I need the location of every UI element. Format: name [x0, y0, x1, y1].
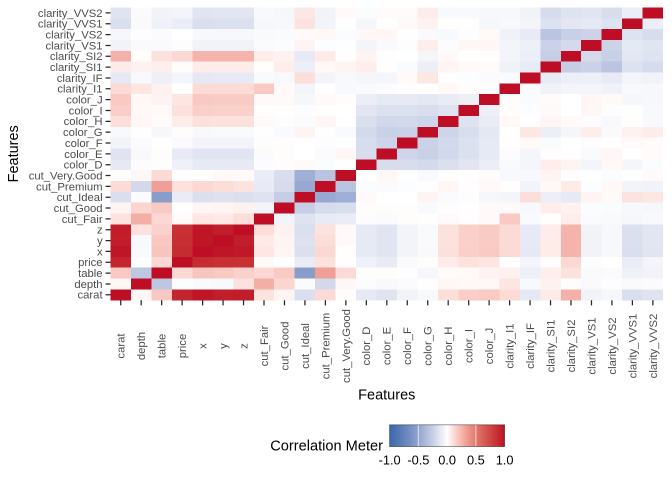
svg-text:x: x — [97, 246, 103, 258]
svg-text:depth: depth — [74, 279, 102, 291]
svg-text:cut_Premium: cut_Premium — [320, 313, 332, 380]
svg-text:color_G: color_G — [423, 326, 435, 366]
svg-text:x: x — [198, 343, 210, 349]
svg-text:clarity_VVS1: clarity_VVS1 — [627, 314, 639, 379]
svg-text:cut_Good: cut_Good — [279, 322, 291, 371]
svg-text:y: y — [218, 343, 230, 349]
svg-text:carat: carat — [77, 290, 103, 302]
svg-text:clarity_I1: clarity_I1 — [57, 84, 102, 96]
svg-text:cut_Very.Good: cut_Very.Good — [341, 309, 353, 383]
svg-text:color_E: color_E — [382, 326, 394, 365]
svg-text:color_J: color_J — [66, 95, 102, 107]
svg-text:clarity_I1: clarity_I1 — [505, 323, 517, 368]
svg-text:color_F: color_F — [402, 327, 414, 365]
svg-text:1.0: 1.0 — [496, 453, 514, 468]
svg-text:Correlation Meter: Correlation Meter — [270, 439, 383, 455]
svg-text:clarity_IF: clarity_IF — [525, 323, 537, 369]
svg-text:clarity_VS1: clarity_VS1 — [586, 317, 598, 374]
svg-text:color_D: color_D — [64, 160, 103, 172]
svg-text:clarity_VS1: clarity_VS1 — [45, 40, 102, 52]
svg-text:price: price — [78, 257, 103, 269]
svg-text:0.5: 0.5 — [467, 453, 485, 468]
svg-text:color_F: color_F — [65, 138, 103, 150]
svg-text:cut_Ideal: cut_Ideal — [57, 192, 103, 204]
svg-text:cut_Very.Good: cut_Very.Good — [29, 170, 103, 182]
svg-text:clarity_VVS1: clarity_VVS1 — [38, 19, 103, 31]
svg-text:Features: Features — [358, 387, 415, 403]
svg-text:carat: carat — [116, 333, 128, 359]
svg-text:table: table — [78, 268, 103, 280]
svg-text:cut_Fair: cut_Fair — [259, 325, 271, 366]
svg-text:clarity_SI1: clarity_SI1 — [50, 62, 103, 74]
svg-text:color_D: color_D — [361, 327, 373, 366]
svg-text:cut_Fair: cut_Fair — [62, 214, 103, 226]
svg-text:clarity_IF: clarity_IF — [57, 73, 103, 85]
svg-text:clarity_VVS2: clarity_VVS2 — [648, 314, 660, 379]
svg-text:cut_Premium: cut_Premium — [36, 181, 103, 193]
svg-text:z: z — [238, 343, 250, 349]
svg-text:-1.0: -1.0 — [379, 453, 401, 468]
svg-text:clarity_SI2: clarity_SI2 — [50, 51, 103, 63]
svg-text:clarity_SI2: clarity_SI2 — [566, 320, 578, 373]
svg-text:clarity_VVS2: clarity_VVS2 — [38, 8, 103, 20]
svg-text:color_H: color_H — [443, 327, 455, 366]
svg-text:y: y — [97, 235, 103, 247]
svg-text:z: z — [97, 225, 103, 237]
svg-text:color_E: color_E — [64, 149, 103, 161]
svg-text:color_G: color_G — [63, 127, 103, 139]
svg-text:Features: Features — [6, 125, 22, 182]
svg-text:0.0: 0.0 — [438, 453, 456, 468]
svg-text:price: price — [177, 334, 189, 359]
svg-text:color_I: color_I — [69, 105, 103, 117]
svg-text:color_I: color_I — [464, 329, 476, 363]
svg-text:cut_Good: cut_Good — [54, 203, 103, 215]
svg-text:color_H: color_H — [64, 116, 103, 128]
svg-text:clarity_SI1: clarity_SI1 — [545, 320, 557, 373]
svg-text:color_J: color_J — [484, 328, 496, 364]
svg-text:clarity_VS2: clarity_VS2 — [607, 317, 619, 374]
svg-text:depth: depth — [136, 332, 148, 360]
svg-text:-0.5: -0.5 — [407, 453, 429, 468]
svg-text:cut_Ideal: cut_Ideal — [300, 323, 312, 369]
svg-text:table: table — [157, 334, 169, 359]
svg-text:clarity_VS2: clarity_VS2 — [45, 30, 102, 42]
